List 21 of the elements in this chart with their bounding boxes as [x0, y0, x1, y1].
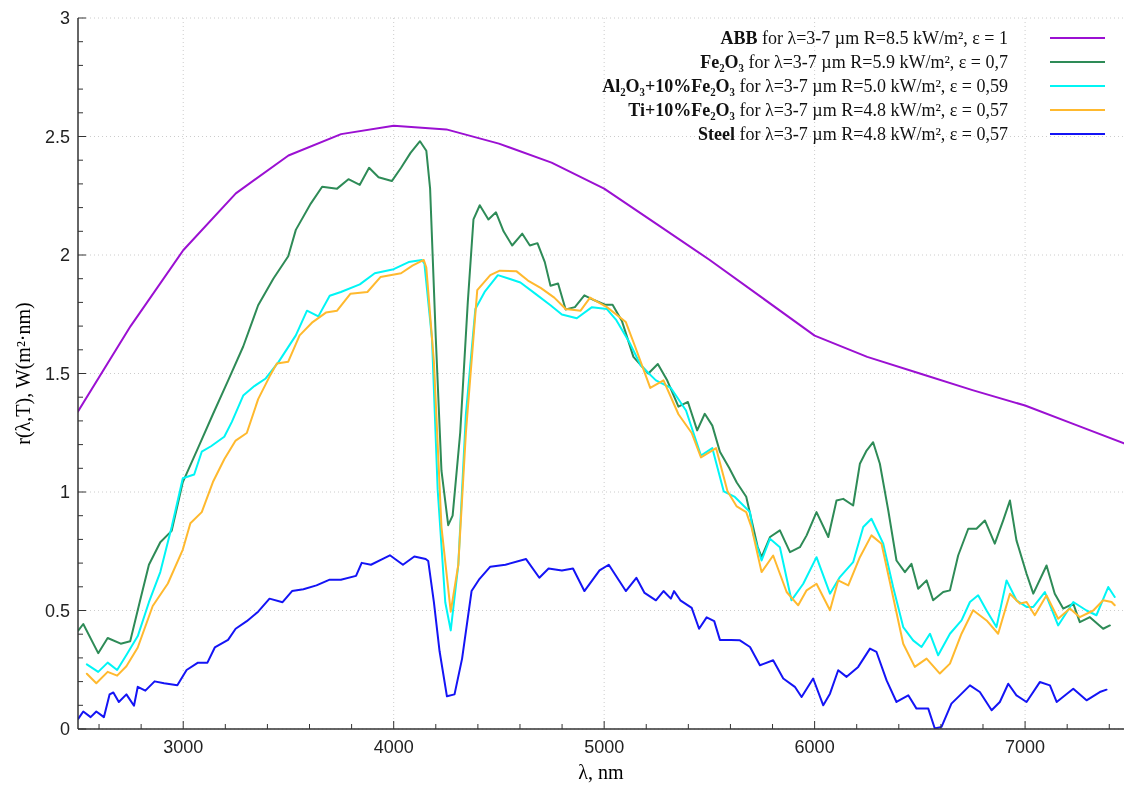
y-tick-label: 1 [59, 482, 70, 502]
y-tick-label: 2.5 [44, 126, 70, 147]
y-tick-label: 3 [59, 8, 70, 28]
x-tick-label: 4000 [373, 737, 414, 757]
line-series [78, 554, 1108, 729]
x-axis-title: λ, nm [578, 761, 625, 783]
y-tick-label: 0.5 [44, 600, 70, 621]
legend-label: Steel for λ=3-7 µm R=4.8 kW/m², ε = 0,57 [698, 124, 1008, 144]
y-tick-label: 1.5 [44, 363, 70, 384]
line-series [78, 124, 1124, 445]
x-tick-label: 7000 [1005, 737, 1046, 757]
y-tick-label: 2 [59, 245, 70, 265]
legend-label: Ti+10%Fe₂O₃ for λ=3-7 µm R=4.8 kW/m², ε = 0,57 [628, 100, 1008, 120]
x-tick-label: 5000 [584, 737, 625, 757]
x-tick-label: 3000 [163, 737, 204, 757]
legend-label: Fe₂O₃ for λ=3-7 µm R=5.9 kW/m², ε = 0,7 [700, 52, 1008, 72]
legend-label: Al₂O₃+10%Fe₂O₃ for λ=3-7 µm R=5.0 kW/m², ε = 0,59 [602, 76, 1008, 96]
y-axis-title: r(λ,T), W(m²·nm) [12, 302, 35, 445]
legend-label: ABB for λ=3-7 µm R=8.5 kW/m², ε = 1 [720, 28, 1008, 48]
x-tick-label: 6000 [794, 737, 835, 757]
y-tick-label: 0 [59, 719, 70, 739]
